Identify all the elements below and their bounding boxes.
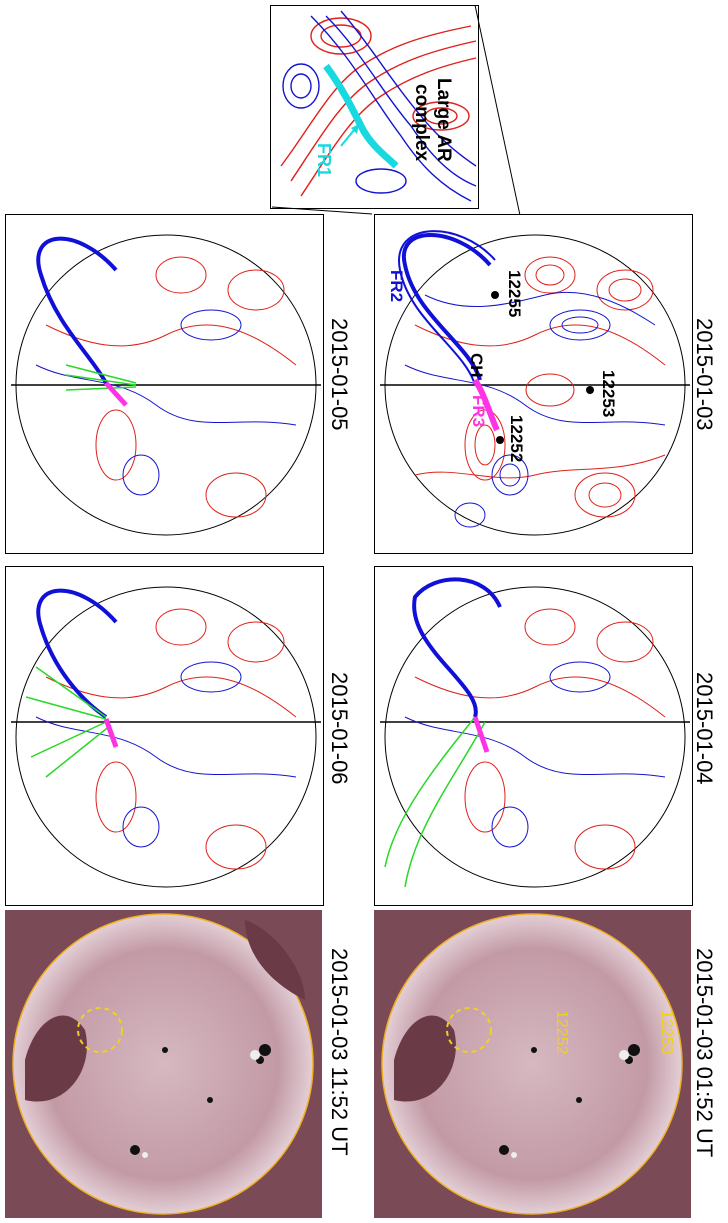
fr2-label: FR2	[387, 270, 406, 303]
ar12255-label: 12255	[505, 270, 524, 318]
field-panel-2015-01-03: 12253 12252 12255 CH FR3 FR2	[374, 214, 693, 554]
field-lines-2015-01-05	[11, 234, 321, 536]
field-lines-2015-01-04	[380, 577, 690, 888]
field-lines-2015-01-03	[380, 230, 690, 536]
euv-disk-1	[381, 913, 683, 1215]
fr3-rope	[472, 378, 500, 432]
date-label-2015-01-05: 2015-01-05	[327, 318, 352, 431]
euv-ar12252-label: 12252	[553, 1010, 570, 1055]
field-panel-2015-01-04	[374, 566, 693, 906]
inset-zoom-panel: Large AR complex FR1	[270, 5, 479, 209]
field-lines-2015-01-06	[11, 586, 321, 888]
euv-timestamp-1: 2015-01-03 01:52 UT	[692, 948, 717, 1158]
fr2-rope	[401, 233, 492, 381]
field-panel-2015-01-06	[5, 566, 324, 906]
euv-ar12253-label: 12253	[658, 1010, 675, 1055]
fr1-rope	[323, 63, 399, 169]
date-label-2015-01-04: 2015-01-04	[692, 672, 717, 785]
ch-label: CH	[467, 353, 486, 378]
inset-contours	[280, 10, 477, 202]
date-label-2015-01-06: 2015-01-06	[327, 672, 352, 785]
euv-image-2	[5, 910, 322, 1218]
ar12252-label: 12252	[507, 415, 526, 463]
euv-image-1: 12253 12252	[374, 910, 691, 1218]
ar12253-label: 12253	[599, 370, 618, 418]
fr3-label: FR3	[469, 395, 488, 428]
euv-timestamp-2: 2015-01-03 11:52 UT	[327, 948, 352, 1156]
field-panel-2015-01-05	[5, 214, 324, 554]
euv-disk-2	[12, 913, 314, 1215]
